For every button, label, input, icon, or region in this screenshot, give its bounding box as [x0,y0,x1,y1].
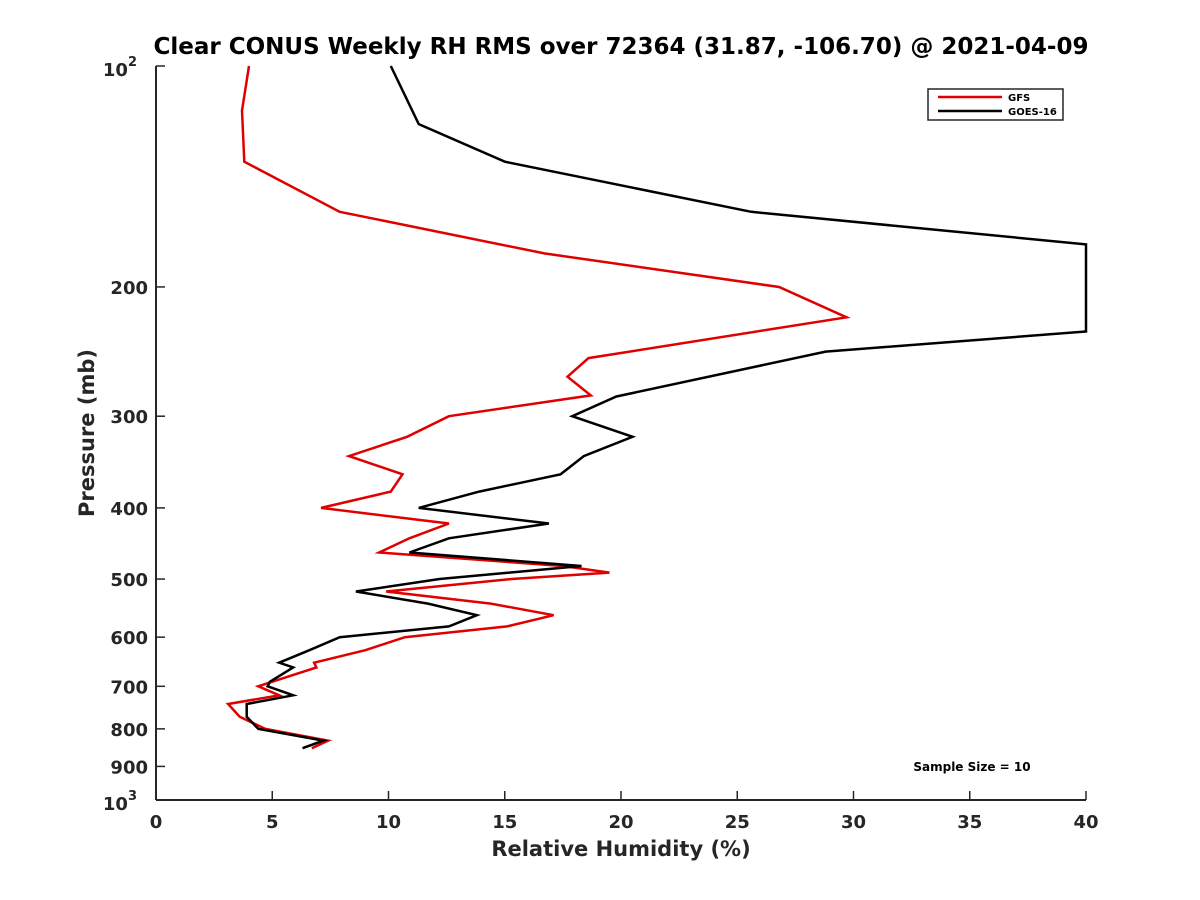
y-tick-label: 200 [110,278,148,299]
x-ticks: 0 5 10 15 20 25 30 35 40 [150,791,1099,833]
y-tick-label: 400 [110,499,148,520]
x-tick-label: 30 [841,812,866,833]
x-tick-label: 20 [608,812,633,833]
x-tick-label: 35 [957,812,982,833]
y-tick-label: 102 [103,55,137,81]
x-tick-label: 10 [376,812,401,833]
y-tick-label: 600 [110,628,148,649]
series-layer [225,65,1088,750]
x-tick-label: 0 [150,812,163,833]
y-tick-label: 800 [110,720,148,741]
x-tick-label: 15 [492,812,517,833]
y-tick-label: 300 [110,407,148,428]
y-tick-label: 900 [110,757,148,778]
series-line-gfs [225,65,851,750]
x-tick-label: 25 [725,812,750,833]
legend-goes16-label: GOES-16 [1008,107,1057,118]
y-ticks: 102 200 300 400 500 600 700 800 900 103 [103,55,165,815]
x-tick-label: 5 [266,812,279,833]
legend: GFS GOES-16 [927,88,1064,121]
x-tick-label: 40 [1073,812,1098,833]
series-line-goes-16 [245,65,1088,750]
y-tick-label: 103 [103,789,137,815]
sample-size-note: Sample Size = 10 [913,760,1030,774]
x-axis-label: Relative Humidity (%) [491,837,750,861]
y-tick-label: 700 [110,677,148,698]
legend-gfs-label: GFS [1008,93,1030,104]
legend-box [927,88,1064,121]
chart-title: Clear CONUS Weekly RH RMS over 72364 (31… [154,34,1089,60]
y-tick-label: 500 [110,570,148,591]
y-axis-label: Pressure (mb) [75,349,99,517]
